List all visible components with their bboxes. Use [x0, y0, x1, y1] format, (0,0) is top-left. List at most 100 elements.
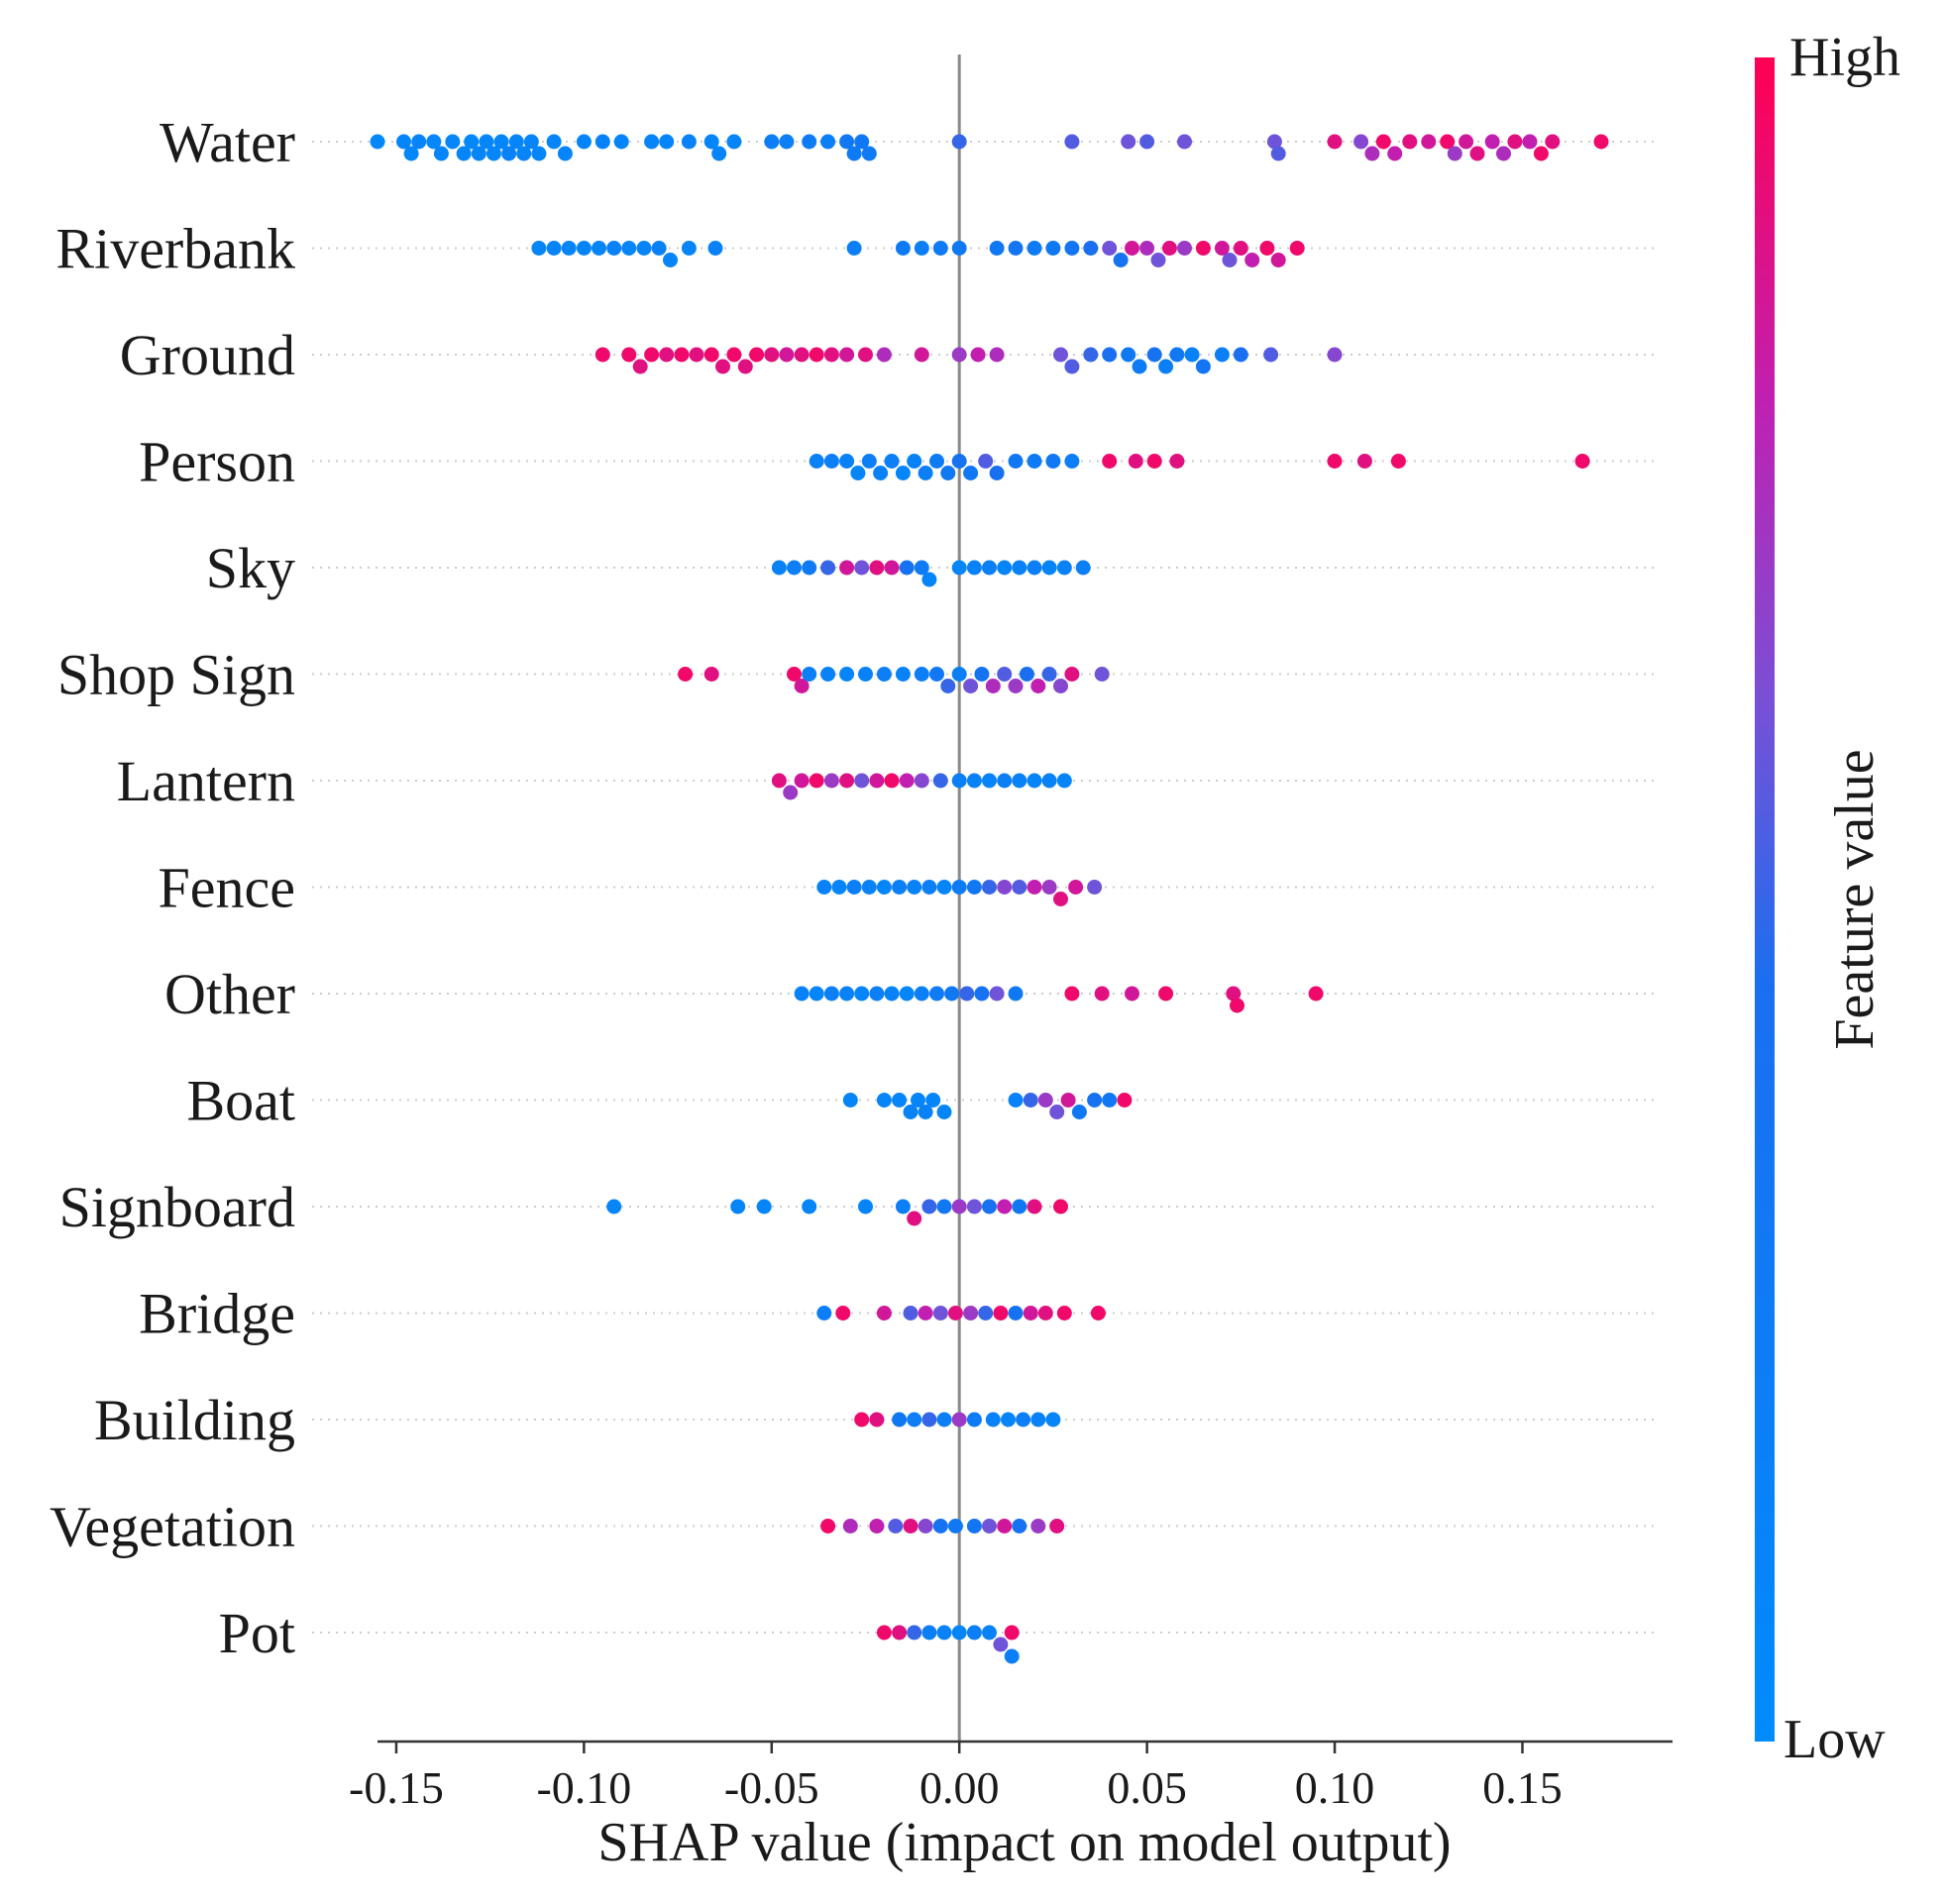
shap-point [876, 347, 892, 363]
shap-point [493, 134, 509, 150]
shap-point [921, 1199, 937, 1215]
shap-point [1053, 679, 1068, 693]
shap-point [1113, 253, 1129, 267]
shap-point [1440, 134, 1456, 150]
shap-point [936, 1625, 952, 1640]
shap-point [869, 1519, 885, 1534]
shap-point [1094, 986, 1110, 1002]
shap-point [932, 241, 948, 256]
colorbar: High Low Feature value [1755, 27, 1900, 1770]
shap-point [861, 146, 877, 161]
x-tick-label: 0.15 [1482, 1762, 1563, 1813]
shap-point [1266, 134, 1282, 150]
shap-point [787, 560, 802, 576]
shap-point [1132, 359, 1147, 374]
shap-point [869, 773, 885, 789]
shap-point [895, 466, 911, 480]
x-axis-title: SHAP value (impact on model output) [597, 1812, 1451, 1873]
shap-point [471, 146, 486, 161]
shap-point [703, 667, 719, 682]
shap-point [606, 1199, 622, 1215]
shap-point [1037, 1306, 1053, 1321]
shap-point [523, 134, 539, 150]
shap-point [1484, 134, 1500, 150]
shap-point [936, 1105, 952, 1119]
shap-point [1060, 1093, 1076, 1108]
shap-point [621, 347, 637, 363]
shap-point [1008, 1306, 1024, 1321]
shap-point [899, 773, 915, 789]
shap-point [802, 560, 817, 576]
shap-point [914, 667, 929, 682]
shap-point [1056, 773, 1072, 789]
shap-point [966, 880, 982, 895]
shap-point [1030, 679, 1046, 693]
shap-point [1128, 454, 1143, 469]
shap-point [1087, 1093, 1103, 1108]
shap-point [1027, 560, 1042, 576]
shap-point [997, 1519, 1013, 1534]
shap-point [403, 146, 419, 161]
shap-dots [370, 134, 1609, 1664]
shap-point [779, 134, 795, 150]
shap-point [911, 1093, 925, 1108]
shap-point [884, 986, 900, 1002]
shap-point [726, 347, 742, 363]
shap-point [982, 560, 997, 576]
shap-point [1049, 1519, 1065, 1534]
colorbar-low-label: Low [1784, 1709, 1886, 1770]
shap-point [1289, 241, 1305, 256]
shap-point [1161, 241, 1177, 256]
shap-point [756, 1199, 772, 1215]
x-tick-label: -0.05 [724, 1762, 819, 1813]
feature-label: Boat [186, 1069, 295, 1133]
shap-point [1004, 1625, 1020, 1640]
shap-point [903, 1105, 919, 1119]
shap-point [703, 347, 719, 363]
shap-point [966, 560, 982, 576]
shap-point [1177, 134, 1192, 150]
shap-point [707, 241, 723, 256]
shap-point [802, 134, 817, 150]
shap-point [659, 347, 675, 363]
shap-point [764, 347, 780, 363]
shap-point [794, 679, 810, 693]
shap-point [651, 241, 667, 256]
shap-point [918, 1519, 933, 1534]
shap-point [783, 785, 799, 800]
shap-point [1071, 1105, 1087, 1119]
shap-point [1004, 1648, 1020, 1664]
x-ticks: -0.15 -0.10 -0.05 0.00 0.05 0.10 0.15 [349, 1742, 1563, 1813]
shap-point [1150, 253, 1166, 267]
shap-point [576, 241, 592, 256]
shap-point [895, 667, 911, 682]
shap-point [1045, 241, 1061, 256]
shap-point [839, 667, 855, 682]
shap-point [846, 241, 862, 256]
shap-point [1045, 1412, 1061, 1428]
shap-point [820, 667, 836, 682]
shap-point [445, 134, 461, 150]
shap-point [1421, 134, 1437, 150]
shap-point [839, 773, 855, 789]
shap-point [433, 146, 449, 161]
shap-point [932, 1306, 948, 1321]
shap-point [947, 1306, 963, 1321]
shap-point [1308, 986, 1324, 1002]
shap-point [854, 773, 870, 789]
shap-point [820, 560, 836, 576]
shap-point [1593, 134, 1609, 150]
shap-point [982, 1625, 997, 1640]
shap-point [816, 880, 832, 895]
shap-point [907, 1412, 922, 1428]
shap-point [1075, 560, 1091, 576]
shap-point [456, 146, 472, 161]
shap-point [940, 679, 956, 693]
shap-point [1012, 880, 1027, 895]
shap-point [787, 667, 802, 682]
colorbar-gradient [1755, 57, 1775, 1742]
shap-point [932, 1519, 948, 1534]
shap-point [929, 986, 944, 1002]
shap-point [531, 146, 547, 161]
